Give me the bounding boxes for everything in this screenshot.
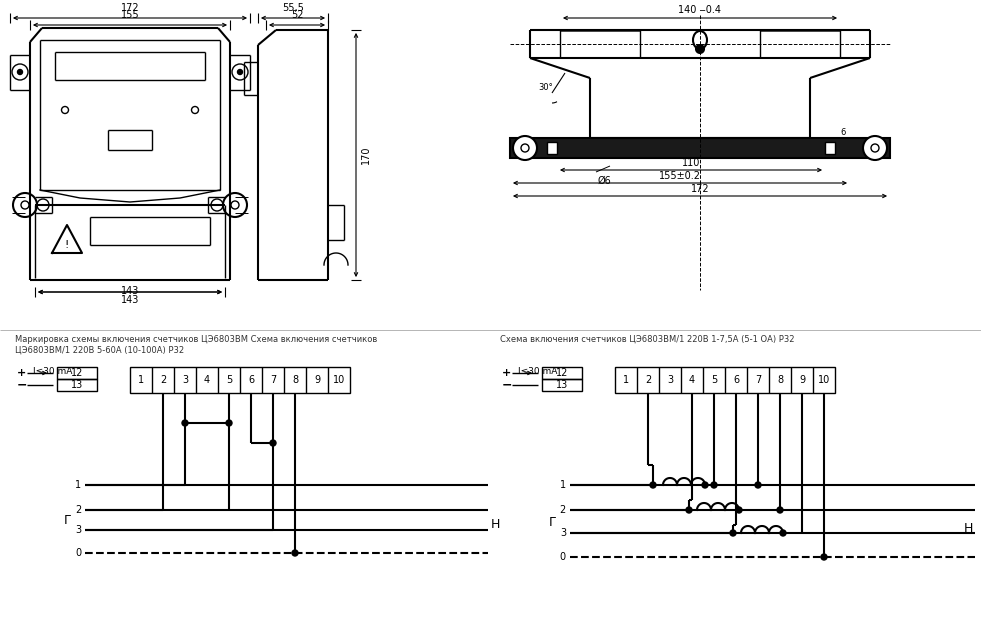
Text: 3: 3 [75,525,81,535]
Circle shape [237,70,242,74]
Circle shape [730,530,736,536]
Circle shape [821,554,827,560]
Circle shape [711,482,717,488]
Text: 155: 155 [121,10,139,20]
Text: 5: 5 [226,375,232,385]
Text: 13: 13 [556,380,568,390]
Text: Н: Н [963,522,973,534]
Text: 170: 170 [361,146,371,164]
Circle shape [686,507,692,513]
Text: !: ! [65,240,70,250]
Bar [57,367,97,379]
Text: 7: 7 [270,375,276,385]
Text: 6: 6 [733,375,739,385]
Text: 10: 10 [333,375,345,385]
Text: 2: 2 [560,505,566,515]
Circle shape [513,136,537,160]
Text: 1: 1 [560,480,566,490]
Text: 4: 4 [689,375,696,385]
Text: +: + [17,368,26,378]
Circle shape [226,420,232,426]
Text: 143: 143 [121,286,139,296]
Ellipse shape [693,31,707,49]
Circle shape [270,440,276,446]
Bar [760,31,840,57]
Text: 3: 3 [667,375,673,385]
Text: 2: 2 [75,505,81,515]
Text: 3: 3 [560,528,566,538]
Text: Г: Г [64,513,71,527]
Text: 155±0.2: 155±0.2 [659,171,701,181]
Text: 10: 10 [818,375,830,385]
Circle shape [292,550,298,556]
Text: I≤30 mA: I≤30 mA [518,367,557,376]
Circle shape [702,482,708,488]
Text: 13: 13 [71,380,83,390]
Text: 140 ‒0.4: 140 ‒0.4 [679,5,721,15]
Circle shape [182,420,188,426]
Circle shape [863,136,887,160]
Text: 1: 1 [623,375,629,385]
Text: Г: Г [548,515,556,529]
Bar [510,138,890,158]
Text: Н: Н [491,518,500,531]
Text: 110: 110 [682,158,700,168]
Text: 3: 3 [181,375,188,385]
Circle shape [18,70,23,74]
Text: 9: 9 [314,375,320,385]
Text: 1: 1 [138,375,144,385]
Bar [615,367,835,393]
Bar [130,367,350,393]
Text: 5: 5 [711,375,717,385]
Text: 1: 1 [75,480,81,490]
Circle shape [191,106,198,113]
Text: 30°: 30° [538,83,552,93]
Text: 4: 4 [204,375,210,385]
Bar [57,379,97,391]
Bar [547,142,557,154]
Circle shape [736,507,742,513]
Bar [825,142,835,154]
Text: Ø6: Ø6 [598,176,612,186]
Text: 0: 0 [560,552,566,562]
Circle shape [755,482,761,488]
Text: 52: 52 [290,10,303,20]
Text: 12: 12 [71,368,83,378]
Text: 2: 2 [645,375,651,385]
Text: 172: 172 [691,184,709,194]
Circle shape [780,530,786,536]
Text: 0: 0 [75,548,81,558]
Bar [542,367,582,379]
Bar [542,379,582,391]
Text: 12: 12 [556,368,568,378]
Text: 6: 6 [840,128,846,137]
Text: 143: 143 [121,295,139,305]
Circle shape [650,482,656,488]
Text: 6: 6 [248,375,254,385]
Text: Схема включения счетчиков ЦЭ6803ВМ/1 220В 1-7,5А (5-1 ОА) Р32: Схема включения счетчиков ЦЭ6803ВМ/1 220… [500,335,795,344]
Text: −: − [502,378,512,392]
Circle shape [696,45,704,53]
Text: 172: 172 [121,3,139,13]
Text: 8: 8 [777,375,783,385]
Text: 8: 8 [292,375,298,385]
Text: Маркировка схемы включения счетчиков ЦЭ6803ВМ Схема включения счетчиков
ЦЭ6803ВМ: Маркировка схемы включения счетчиков ЦЭ6… [15,335,378,355]
Circle shape [62,106,69,113]
Text: 9: 9 [799,375,805,385]
Text: −: − [17,378,27,392]
Bar [560,31,640,57]
Text: 7: 7 [754,375,761,385]
Circle shape [777,507,783,513]
Text: +: + [502,368,511,378]
Text: 55,5: 55,5 [283,3,304,13]
Text: 2: 2 [160,375,166,385]
Text: I≤30 mA: I≤30 mA [33,367,73,376]
